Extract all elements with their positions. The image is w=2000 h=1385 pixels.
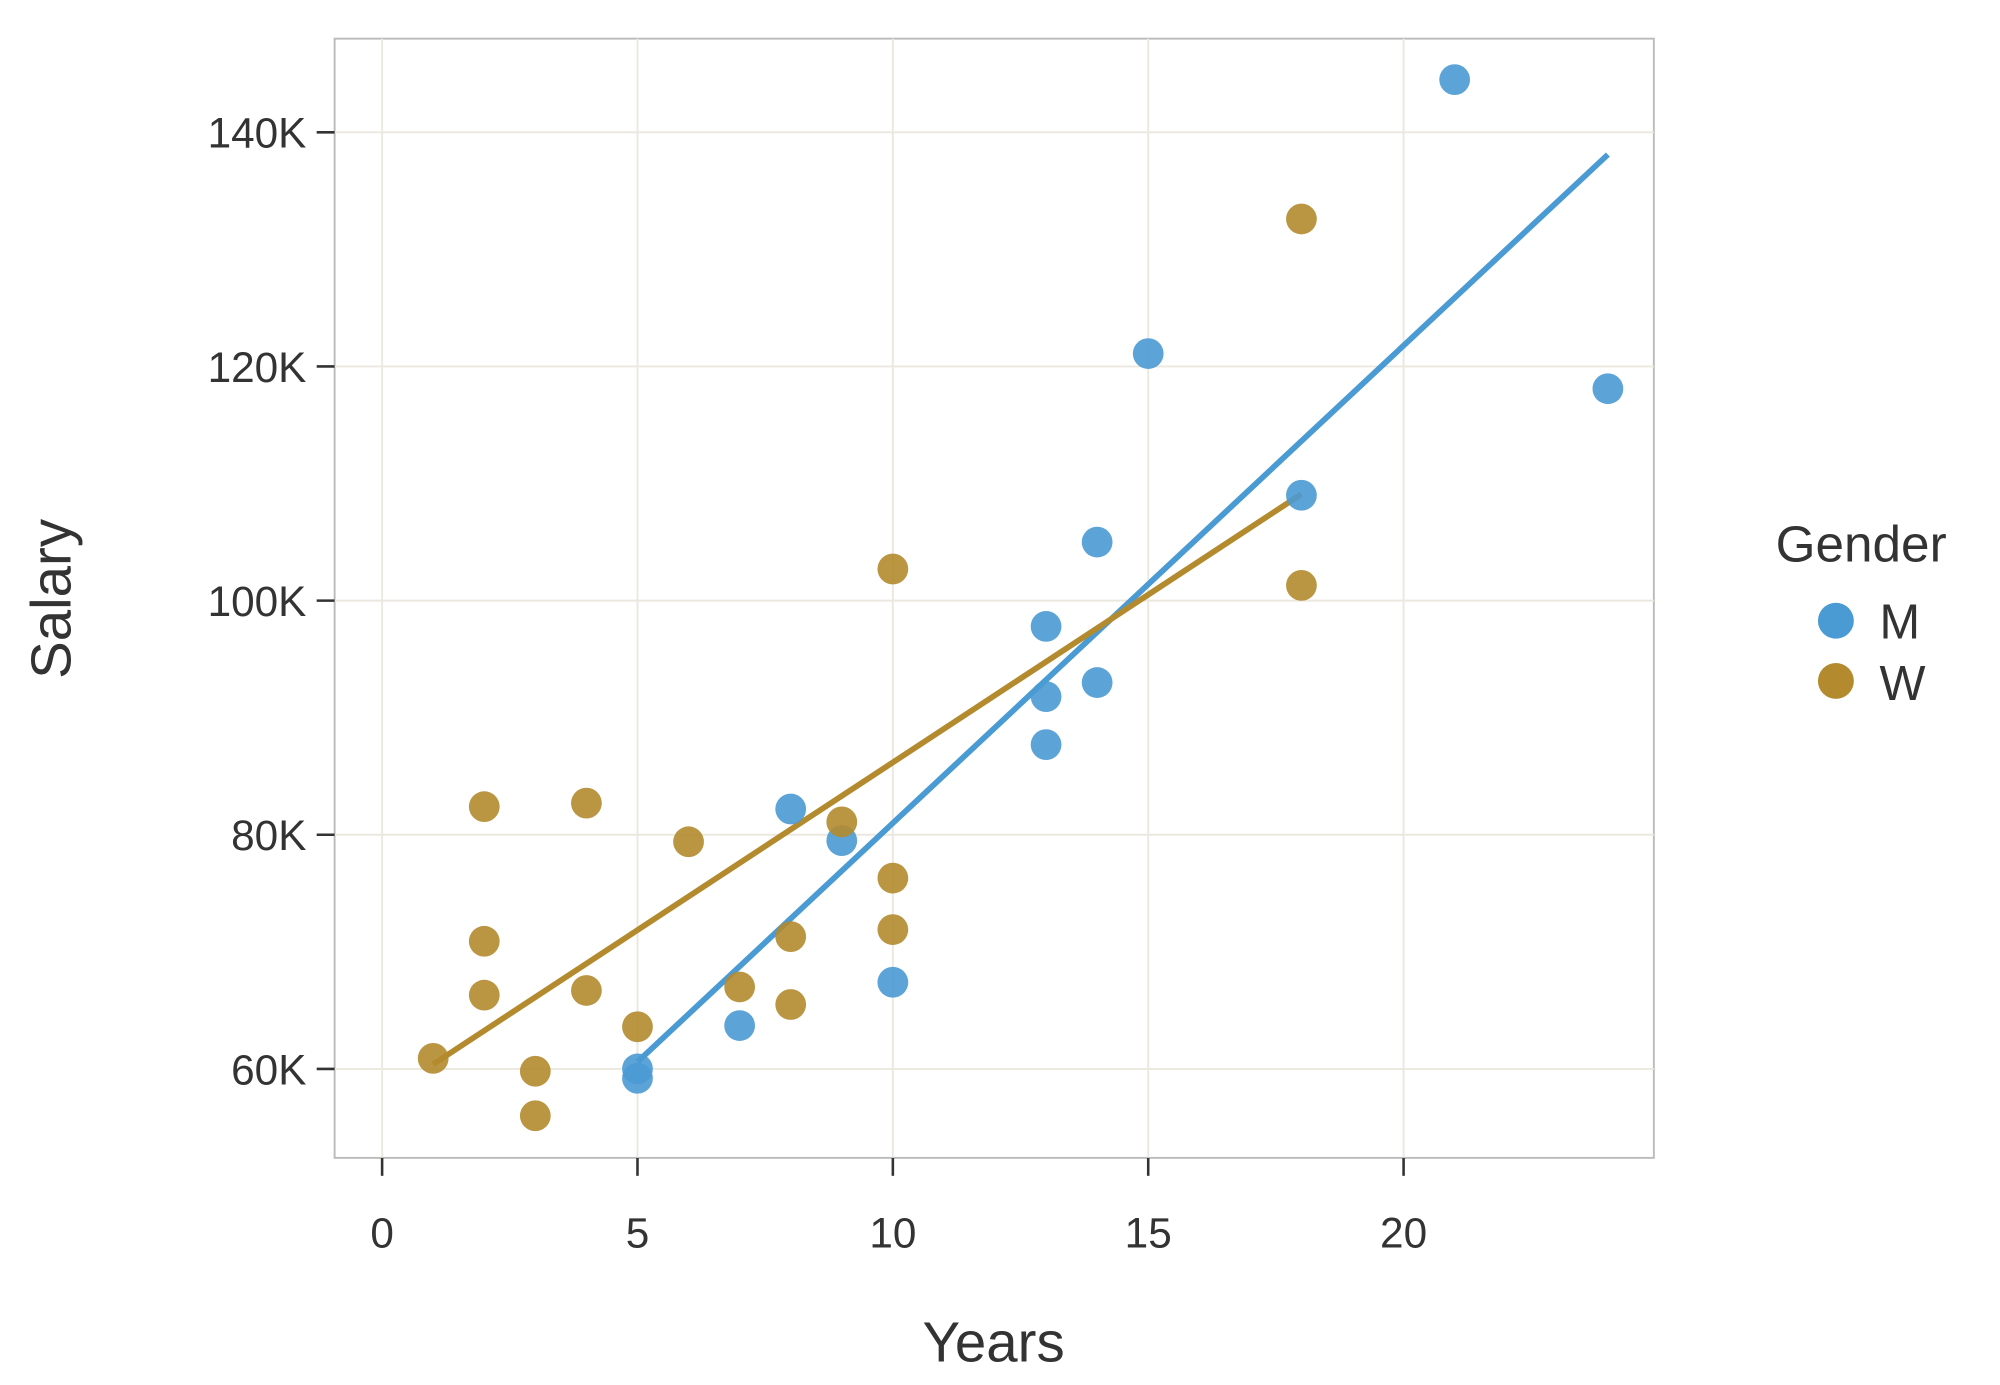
- point-m: [622, 1053, 653, 1085]
- point-w: [877, 914, 909, 945]
- y-tick-label: 100K: [208, 578, 307, 625]
- point-w: [468, 791, 500, 823]
- y-tick-label: 140K: [208, 110, 307, 157]
- point-w: [673, 826, 704, 858]
- x-tick-label: 15: [1125, 1210, 1172, 1257]
- x-tick-label: 5: [626, 1210, 650, 1257]
- point-m: [775, 793, 807, 825]
- point-w: [417, 1042, 449, 1074]
- y-tick-label: 120K: [208, 344, 307, 391]
- point-w: [571, 787, 602, 819]
- y-axis-label: Salary: [20, 518, 83, 679]
- legend-marker-w: [1817, 663, 1854, 699]
- point-m: [1439, 64, 1471, 96]
- point-m: [1592, 373, 1624, 405]
- point-m: [724, 1010, 756, 1041]
- point-m: [1081, 667, 1113, 698]
- point-w: [622, 1011, 653, 1043]
- legend-marker-m: [1817, 602, 1854, 639]
- point-m: [877, 966, 909, 998]
- legend: Gender M W: [1776, 516, 1947, 711]
- legend-label-w: W: [1879, 657, 1925, 711]
- fit-line-w: [431, 491, 1304, 1067]
- points: [417, 64, 1624, 1132]
- point-w: [724, 971, 756, 1003]
- point-w: [468, 979, 500, 1011]
- legend-title: Gender: [1776, 516, 1947, 573]
- plot-panel: [333, 37, 1655, 1159]
- x-tick-label: 10: [869, 1210, 916, 1257]
- point-w: [775, 921, 807, 952]
- point-m: [1030, 729, 1062, 760]
- point-m: [1030, 681, 1062, 712]
- point-m: [1286, 479, 1317, 511]
- grid: [334, 38, 1654, 1158]
- point-w: [1286, 203, 1317, 235]
- x-axis-label: Years: [922, 1311, 1064, 1374]
- point-w: [468, 925, 500, 957]
- point-m: [1081, 526, 1113, 558]
- x-tick-label: 0: [370, 1210, 394, 1257]
- legend-label-m: M: [1879, 596, 1920, 650]
- x-tick-label: 20: [1380, 1210, 1427, 1257]
- point-w: [571, 975, 602, 1006]
- y-tick-label: 80K: [231, 812, 306, 859]
- point-w: [775, 989, 807, 1020]
- point-w: [1286, 570, 1317, 601]
- axes: 0 5 10 15 20 60K 80K 100K 120K 140K: [208, 110, 1428, 1257]
- point-w: [519, 1055, 551, 1087]
- fit-lines: [431, 152, 1610, 1067]
- point-w: [877, 553, 909, 585]
- point-w: [877, 862, 909, 894]
- y-tick-label: 60K: [231, 1046, 306, 1093]
- point-w: [519, 1100, 551, 1132]
- point-m: [1132, 338, 1164, 369]
- point-w: [826, 806, 858, 838]
- point-m: [1030, 610, 1062, 642]
